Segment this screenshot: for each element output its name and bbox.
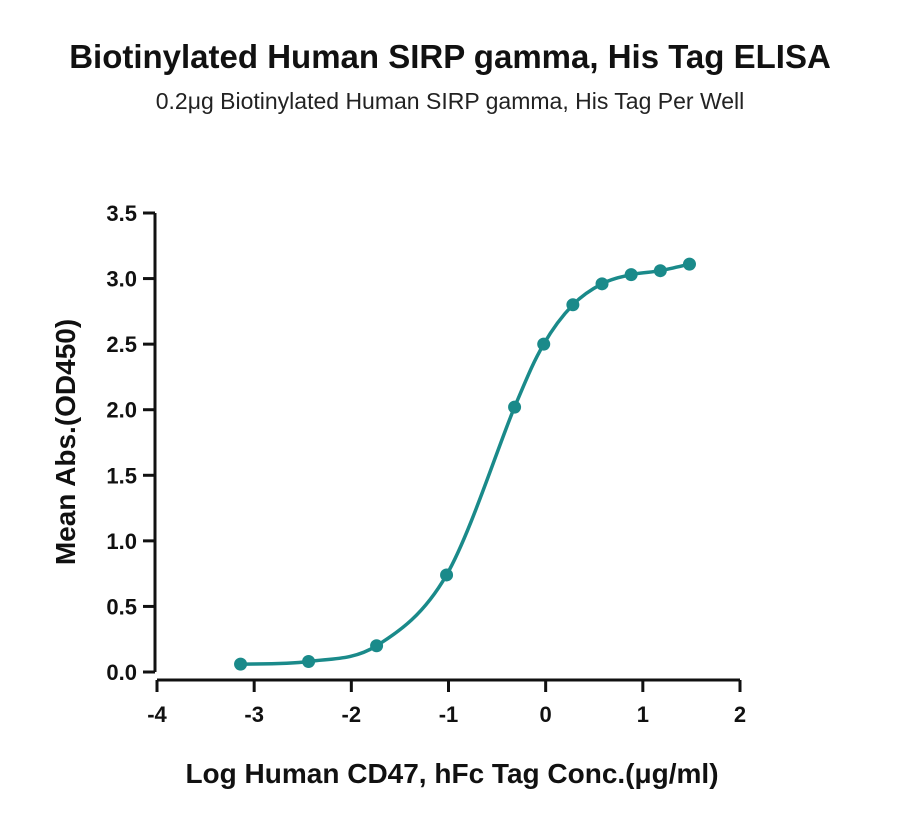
data-points-layer bbox=[234, 257, 696, 671]
data-point bbox=[440, 568, 454, 582]
y-tick-label: 3.0 bbox=[106, 267, 137, 292]
chart-subtitle: 0.2μg Biotinylated Human SIRP gamma, His… bbox=[155, 88, 745, 114]
x-tick-label: -3 bbox=[244, 702, 264, 727]
y-tick-label: 2.0 bbox=[106, 398, 137, 423]
y-tick-label: 0.0 bbox=[106, 660, 137, 685]
x-tick-label: -2 bbox=[342, 702, 362, 727]
data-point bbox=[508, 400, 522, 414]
y-tick-label: 3.5 bbox=[106, 201, 137, 226]
y-tick-label: 1.5 bbox=[106, 463, 137, 488]
y-tick-label: 1.0 bbox=[106, 529, 137, 554]
y-tick-label: 2.5 bbox=[106, 332, 137, 357]
data-point bbox=[566, 298, 580, 312]
chart-axes: 0.0 0.5 1.0 1.5 2.0 2.5 3.0 3.5 -4 -3 -2 -1 0 1 2 bbox=[106, 201, 746, 727]
x-tick-label: 1 bbox=[637, 702, 649, 727]
chart-title: Biotinylated Human SIRP gamma, His Tag E… bbox=[69, 38, 831, 75]
data-point bbox=[682, 257, 696, 271]
fit-curve-layer bbox=[240, 262, 690, 666]
data-point bbox=[234, 657, 248, 671]
data-point bbox=[653, 264, 667, 278]
x-tick-label: -1 bbox=[439, 702, 459, 727]
y-tick-label: 0.5 bbox=[106, 594, 137, 619]
y-axis-title: Mean Abs.(OD450) bbox=[50, 319, 81, 565]
x-tick-label: 2 bbox=[734, 702, 746, 727]
x-tick-label: -4 bbox=[147, 702, 167, 727]
fit-curve bbox=[240, 262, 690, 666]
data-point bbox=[624, 268, 638, 282]
data-point bbox=[595, 277, 609, 291]
data-point bbox=[302, 655, 316, 669]
data-point bbox=[370, 639, 384, 653]
x-tick-label: 0 bbox=[540, 702, 552, 727]
x-axis-title: Log Human CD47, hFc Tag Conc.(μg/ml) bbox=[185, 758, 718, 789]
data-point bbox=[537, 337, 551, 351]
